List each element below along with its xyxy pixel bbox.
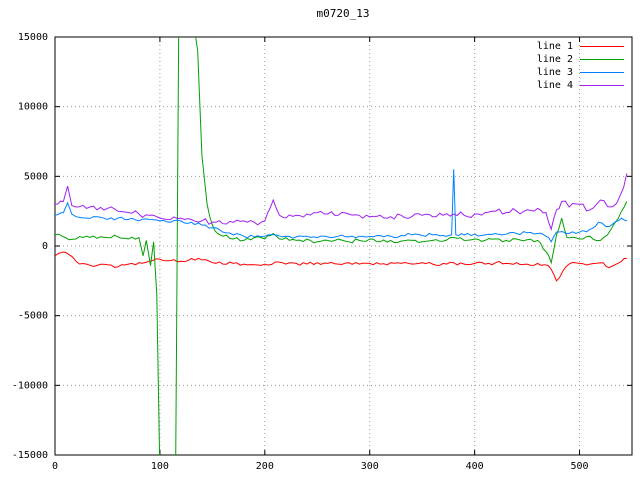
x-tick-label: 400 [466, 461, 484, 472]
y-tick-label: 5000 [24, 171, 48, 182]
legend-item: line 2 [537, 53, 624, 66]
y-tick-label: -10000 [12, 380, 48, 391]
legend-line-sample [580, 59, 624, 60]
legend-item: line 4 [537, 79, 624, 92]
y-tick-label: 15000 [18, 32, 48, 43]
y-tick-label: -15000 [12, 450, 48, 461]
x-tick-label: 500 [571, 461, 589, 472]
legend-label: line 2 [536, 54, 573, 65]
series-line-1 [55, 251, 627, 282]
legend-item: line 3 [537, 66, 624, 79]
legend-line-sample [580, 85, 624, 86]
chart-title: m0720_13 [316, 7, 370, 20]
y-tick-label: -5000 [18, 311, 48, 322]
legend-label: line 4 [536, 80, 573, 91]
series-line-3 [55, 169, 627, 243]
x-tick-label: 200 [256, 461, 274, 472]
x-tick-label: 300 [361, 461, 379, 472]
legend: line 1 line 2 line 3 line 4 [537, 40, 624, 92]
legend-line-sample [580, 72, 624, 73]
series-line-2 [55, 37, 628, 455]
y-tick-label: 0 [42, 241, 48, 252]
legend-line-sample [580, 46, 624, 47]
x-tick-label: 100 [151, 461, 169, 472]
y-tick-label: 10000 [18, 102, 48, 113]
legend-label: line 3 [536, 67, 573, 78]
x-tick-label: 0 [52, 461, 58, 472]
legend-label: line 1 [536, 41, 573, 52]
legend-item: line 1 [537, 40, 624, 53]
series-line-4 [55, 173, 628, 232]
